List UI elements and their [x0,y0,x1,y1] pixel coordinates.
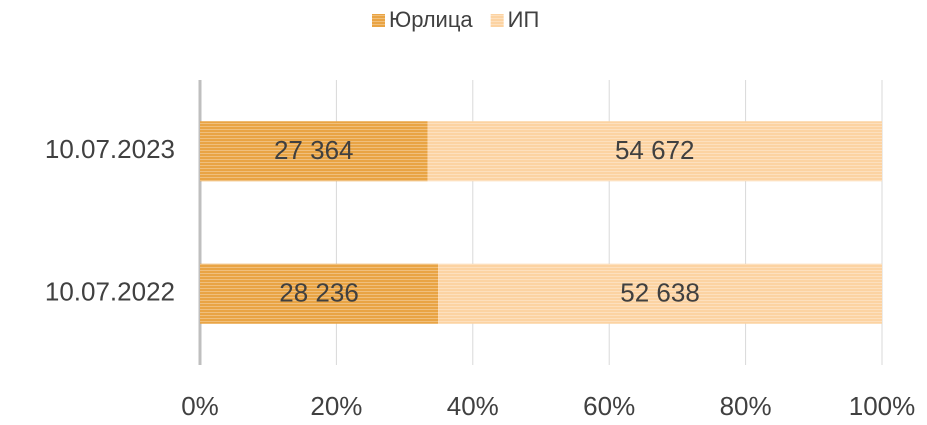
y-tick-label: 10.07.2023 [45,134,175,164]
bar-segment [427,121,882,182]
data-label: 54 672 [615,135,695,165]
x-tick-label: 20% [310,391,362,420]
legend-label: ИП [508,7,540,32]
x-tick-label: 80% [720,391,772,420]
legend-swatch [372,14,385,27]
legend-label: Юрлица [389,7,473,32]
x-tick-label: 0% [181,391,219,420]
y-tick-label: 10.07.2022 [45,277,175,307]
bar-segment [200,263,439,324]
data-label: 52 638 [620,278,700,308]
bar-segment [438,263,882,324]
bar-segment [200,121,428,182]
x-tick-label: 100% [849,391,916,420]
data-label: 28 236 [279,278,359,308]
x-tick-label: 40% [447,391,499,420]
legend-swatch [490,14,504,27]
data-label: 27 364 [274,135,354,165]
x-tick-label: 60% [583,391,635,420]
